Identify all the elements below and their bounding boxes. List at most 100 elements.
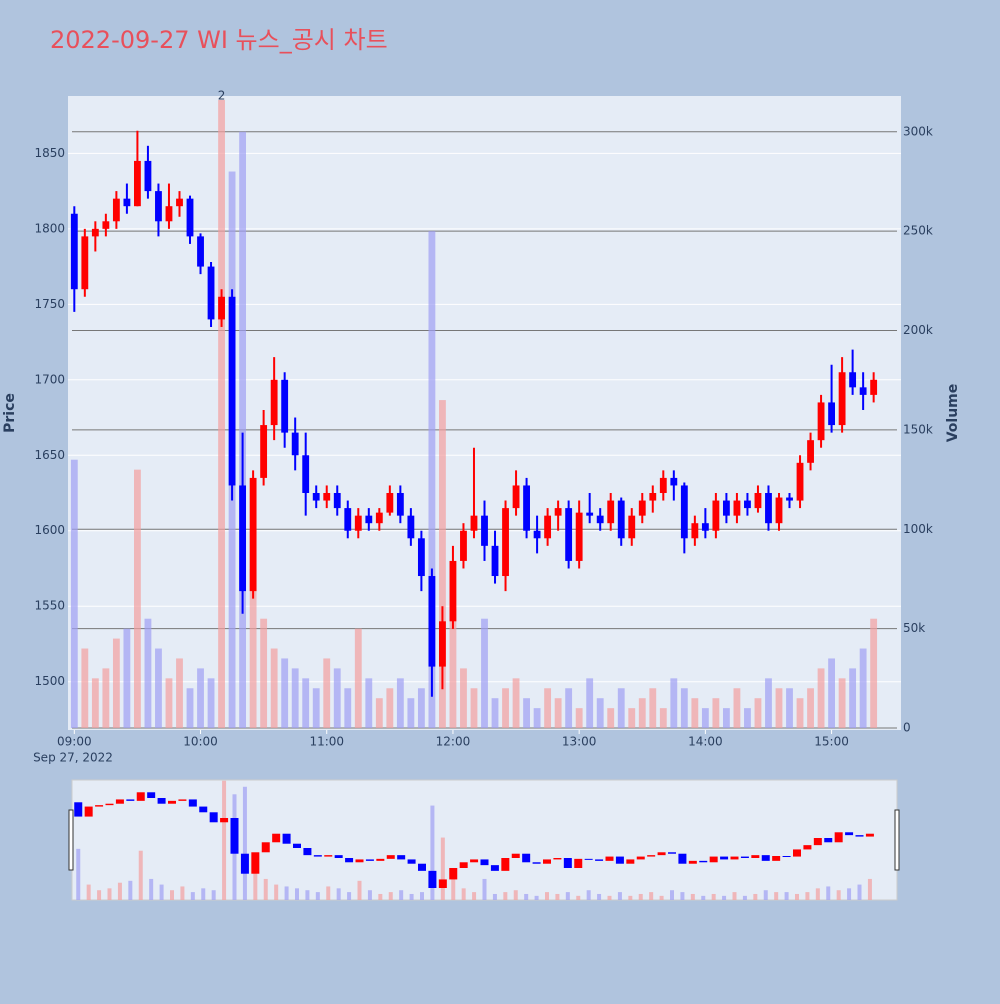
slider-candle (147, 792, 156, 798)
slider-candle (730, 856, 739, 860)
slider-volume-bar (774, 892, 779, 900)
volume-bar (396, 678, 404, 729)
y-tick-label: 1600 (34, 523, 65, 537)
volume-bar (870, 618, 878, 729)
volume-bar (123, 628, 131, 729)
candle-body (344, 508, 352, 531)
slider-candle (365, 859, 374, 861)
candle-body (417, 538, 425, 577)
candle-body (460, 530, 467, 561)
candle-body (365, 515, 373, 524)
slider-candle (845, 832, 854, 836)
slider-volume-bar (336, 888, 341, 900)
candle-body (596, 515, 604, 524)
x-tick-label: 11:00 (309, 735, 344, 749)
slider-candle (251, 852, 260, 874)
slider-candle (261, 842, 270, 853)
slider-candle (376, 858, 385, 861)
slider-volume-bar (649, 892, 654, 900)
slider-candle (668, 852, 676, 854)
candle-body (375, 512, 383, 524)
slider-candle (459, 862, 468, 868)
volume-bar (344, 688, 352, 729)
candle-body (849, 372, 857, 388)
candle-body (354, 515, 362, 531)
slider-candle (740, 856, 749, 858)
volume-bar (260, 618, 268, 729)
slider-volume-bar (763, 890, 768, 900)
candle-body (102, 221, 110, 229)
volume-bar (691, 698, 699, 729)
slider-volume-bar (190, 892, 195, 900)
y2-tick-label: 200k (903, 323, 933, 337)
volume-bar (428, 231, 436, 729)
volume-bar (386, 688, 394, 729)
slider-candle (501, 858, 510, 871)
volume-bar (712, 698, 720, 729)
candle-body (512, 485, 520, 509)
slider-candle (115, 799, 124, 804)
volume-bar (596, 698, 604, 729)
annotation: 2 (218, 89, 226, 103)
candle-body (828, 402, 836, 426)
slider-candle (168, 800, 176, 804)
volume-bar (754, 698, 762, 729)
slider-volume-bar (222, 780, 227, 900)
slider-volume-bar (607, 895, 612, 900)
slider-candle (709, 856, 718, 863)
volume-bar (323, 658, 331, 729)
range-handle[interactable] (894, 809, 900, 871)
candle-body (165, 206, 173, 222)
slider-volume-bar (180, 886, 185, 900)
slider-volume-bar (253, 869, 258, 900)
slider-volume-bar (409, 893, 414, 900)
slider-volume-bar (670, 890, 674, 900)
slider-candle (605, 856, 614, 861)
candle-body (481, 515, 488, 546)
candle-body (533, 530, 541, 539)
candle-body (807, 440, 814, 463)
slider-volume-bar (534, 895, 539, 900)
candle-body (733, 500, 741, 516)
slider-volume-bar (399, 890, 404, 900)
slider-volume-bar (742, 895, 747, 900)
y2-tick-label: 300k (903, 124, 933, 138)
y2-tick-label: 50k (903, 621, 925, 635)
y2-tick-label: 250k (903, 224, 933, 238)
candle-body (112, 198, 120, 222)
slider-candle (490, 865, 499, 871)
volume-bar (533, 708, 541, 729)
candle-body (176, 198, 183, 207)
slider-candle (834, 832, 843, 843)
slider-volume-bar (159, 884, 164, 900)
slider-candle (626, 859, 635, 864)
candle-body (144, 160, 152, 192)
slider-volume-bar (367, 890, 372, 900)
slider-volume-bar (461, 888, 466, 900)
slider-candle (178, 799, 187, 801)
slider-candle (480, 859, 489, 866)
volume-bar (133, 469, 141, 729)
slider-volume-bar (170, 890, 174, 900)
slider-candle (865, 833, 874, 837)
candle-body (470, 515, 478, 531)
slider-candle (418, 863, 426, 871)
slider-candle (428, 870, 437, 888)
slider-volume-bar (86, 884, 91, 900)
slider-volume-bar (680, 892, 685, 900)
range-handle[interactable] (68, 809, 74, 871)
slider-candle (720, 856, 729, 860)
x-tick-label: 10:00 (183, 735, 218, 749)
slider-volume-bar (357, 880, 362, 900)
volume-bar (502, 688, 509, 729)
candle-body (239, 485, 247, 592)
volume-bar (565, 688, 573, 729)
slider-candle (345, 858, 354, 863)
candle-body (670, 477, 678, 486)
volume-bar (744, 708, 751, 729)
candle-body (838, 372, 846, 426)
candle-body (659, 477, 667, 494)
slider-volume-bar (795, 893, 799, 900)
volume-bar (449, 608, 457, 729)
candle-body (228, 296, 236, 486)
